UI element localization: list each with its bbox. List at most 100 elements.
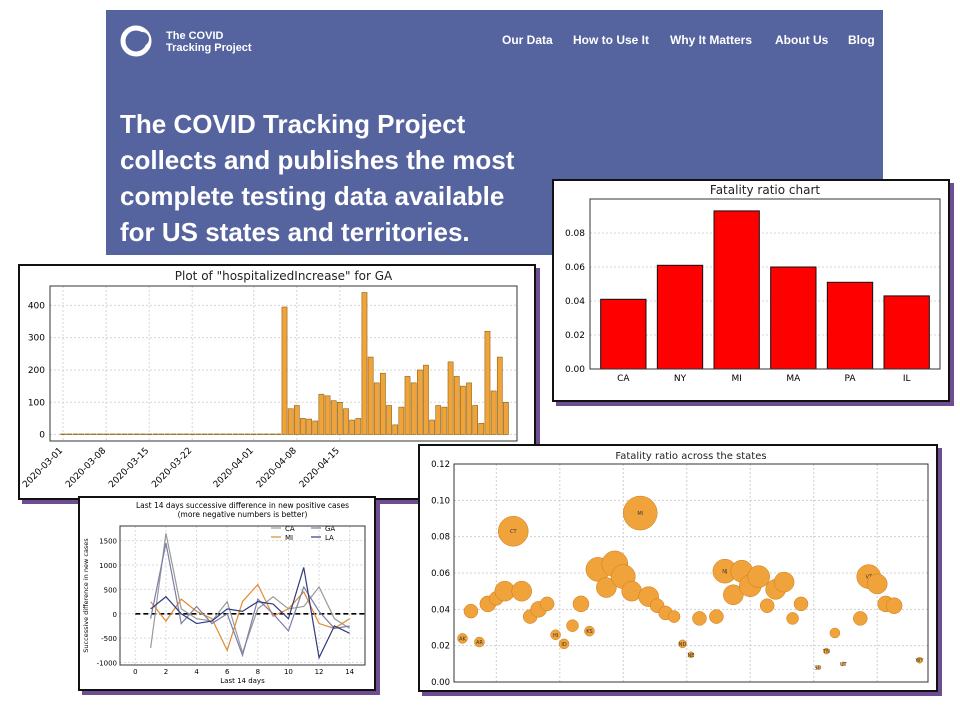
- scatter-point: [566, 619, 579, 632]
- nav-our-data[interactable]: Our Data: [502, 33, 553, 47]
- nav-about-us[interactable]: About Us: [775, 33, 829, 47]
- scatter-point: [687, 651, 695, 658]
- y-tick-label: 0.00: [431, 678, 450, 688]
- point-label: MI: [637, 511, 643, 517]
- y-axis-label: Successive difference in new cases: [82, 538, 90, 653]
- point-label: ID: [561, 642, 566, 648]
- bar: [453, 376, 460, 435]
- scatter-point: [841, 661, 846, 667]
- bar: [214, 433, 220, 435]
- successive-difference-chart: Last 14 days successive difference in ne…: [78, 496, 376, 691]
- point-label: CT: [510, 529, 517, 535]
- x-tick-label: 12: [315, 668, 324, 676]
- bar: [201, 433, 208, 435]
- bar: [97, 433, 103, 435]
- bar: [269, 433, 276, 435]
- headline-line-3: complete testing data available: [120, 181, 505, 211]
- fatality-ratio-scatter-chart: Fatality ratio across the states 0.00 0.02…: [418, 444, 938, 692]
- bar: [257, 433, 263, 435]
- nav-how-to-use-it[interactable]: How to Use It: [573, 33, 650, 47]
- bar: [355, 418, 362, 435]
- x-tick-label: 2020-04-15: [298, 446, 342, 490]
- page-headline: The COVID Tracking Project collects and …: [120, 106, 590, 250]
- series-line-la: [150, 567, 350, 660]
- y-tick-label: 0.10: [431, 496, 450, 506]
- scatter-point: [793, 596, 809, 612]
- legend-label: MI: [285, 534, 293, 542]
- bar: [429, 419, 435, 435]
- y-tick-label: 1000: [99, 562, 117, 570]
- y-tick-label: 0: [39, 431, 45, 441]
- nav-why-it-matters[interactable]: Why It Matters: [670, 33, 753, 47]
- chart-title: Last 14 days successive difference in ne…: [136, 501, 349, 510]
- bar: [404, 376, 411, 435]
- bar: [367, 356, 374, 435]
- bar: [826, 281, 874, 370]
- scatter-point: [692, 611, 707, 626]
- point-label: TN: [822, 649, 830, 655]
- scatter-point: [463, 603, 479, 619]
- scatter-point: [550, 629, 561, 641]
- bar: [398, 406, 405, 435]
- bar: [78, 433, 85, 435]
- x-tick-label: 2020-03-08: [64, 446, 108, 490]
- x-tick-label: 4: [194, 668, 199, 676]
- x-axis-label: Last 14 days: [220, 677, 265, 685]
- scatter-point: [723, 584, 744, 606]
- nav-blog[interactable]: Blog: [848, 33, 875, 47]
- y-tick-label: 200: [28, 366, 45, 376]
- bar: [220, 433, 226, 435]
- headline-line-2: collects and publishes the most: [120, 145, 515, 175]
- bar: [416, 369, 423, 435]
- plot-frame: [119, 525, 366, 666]
- x-tick-label: 2020-04-01: [212, 446, 256, 490]
- bar: [343, 408, 349, 435]
- bar: [318, 393, 325, 435]
- scatter-point: [747, 565, 770, 588]
- bar: [466, 382, 472, 435]
- bar: [287, 408, 294, 435]
- point-label: ND: [679, 642, 687, 648]
- bar: [386, 405, 392, 435]
- scatter-point: [815, 665, 821, 670]
- bar: [164, 433, 171, 435]
- y-tick-label: 0.02: [565, 331, 585, 341]
- bar: [306, 418, 312, 435]
- bar: [460, 385, 466, 435]
- scatter-point: [474, 636, 485, 648]
- site-logo[interactable]: The COVID Tracking Project: [120, 24, 260, 58]
- scatter-point: [829, 627, 841, 639]
- bar: [152, 433, 159, 435]
- bar: [883, 295, 930, 370]
- y-tick-label: 300: [28, 334, 45, 344]
- x-tick-label: 8: [256, 668, 260, 676]
- successive-difference-svg: Last 14 days successive difference in ne…: [82, 501, 366, 685]
- bar: [496, 356, 503, 435]
- y-tick-label: 0.08: [431, 533, 450, 543]
- point-label: NJ: [722, 569, 727, 575]
- bar: [478, 422, 485, 435]
- bar: [281, 306, 288, 435]
- scatter-point: [866, 573, 888, 595]
- series-line-ga: [150, 542, 350, 658]
- fatality-ratio-bar-svg: Fatality ratio chart 0.00 0.02 0.04 0.06 0.08…: [565, 183, 941, 384]
- legend-label: GA: [325, 525, 335, 533]
- fatality-ratio-scatter-svg: Fatality ratio across the states 0.00 0.02…: [431, 451, 929, 688]
- bar: [226, 433, 232, 435]
- bar: [84, 433, 91, 435]
- y-tick-label: 0.02: [431, 642, 450, 652]
- scatter-point: [916, 656, 923, 664]
- bar: [490, 390, 497, 435]
- y-tick-label: 0.06: [565, 263, 585, 273]
- scatter-point: [773, 571, 795, 593]
- fatality-ratio-bar-chart: Fatality ratio chart 0.00 0.02 0.04 0.06 0.08…: [552, 179, 950, 402]
- bar: [472, 405, 478, 435]
- series-line-ca: [150, 533, 351, 655]
- bar: [121, 433, 128, 435]
- scatter-point: [823, 647, 830, 655]
- bar: [713, 210, 760, 370]
- scatter-point: [511, 580, 532, 602]
- logo-text: The COVID Tracking Project: [166, 30, 252, 54]
- y-tick-label: 0.04: [565, 297, 585, 307]
- plot-frame: [589, 198, 941, 370]
